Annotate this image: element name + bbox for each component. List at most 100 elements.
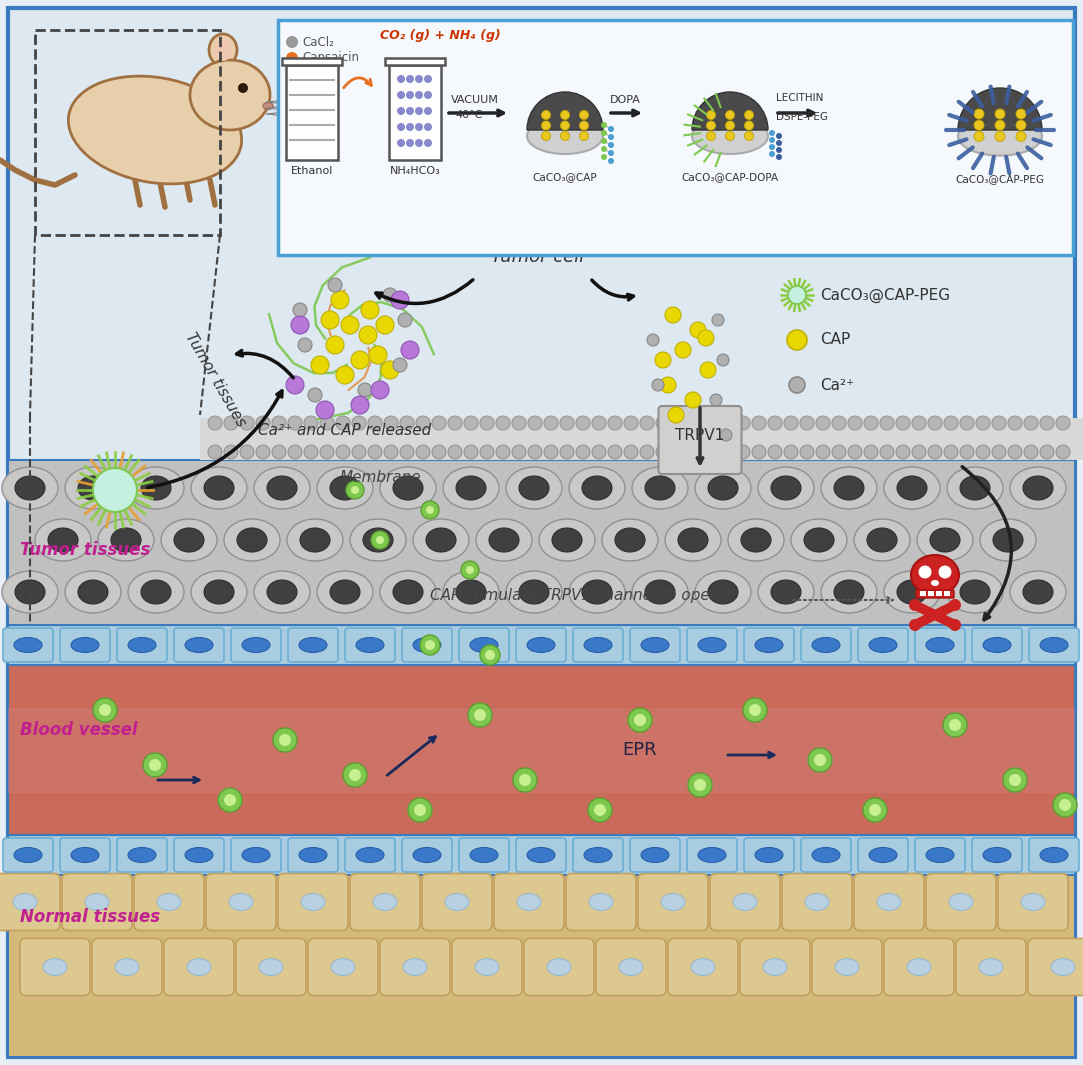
Circle shape	[311, 356, 329, 374]
Circle shape	[345, 481, 364, 499]
FancyBboxPatch shape	[854, 873, 924, 931]
Circle shape	[425, 106, 432, 115]
Ellipse shape	[632, 571, 688, 613]
Circle shape	[406, 122, 414, 131]
Circle shape	[814, 754, 826, 766]
Circle shape	[349, 769, 361, 781]
FancyBboxPatch shape	[1029, 838, 1079, 872]
Circle shape	[464, 416, 478, 430]
Circle shape	[308, 388, 322, 402]
Ellipse shape	[128, 638, 156, 653]
Ellipse shape	[2, 466, 58, 509]
Ellipse shape	[128, 571, 184, 613]
Circle shape	[256, 416, 270, 430]
Circle shape	[688, 416, 702, 430]
Ellipse shape	[931, 580, 939, 586]
Circle shape	[675, 342, 691, 358]
Ellipse shape	[187, 958, 211, 976]
Ellipse shape	[255, 571, 310, 613]
Ellipse shape	[960, 476, 990, 499]
Ellipse shape	[128, 848, 156, 863]
Ellipse shape	[506, 571, 562, 613]
Ellipse shape	[869, 848, 897, 863]
Ellipse shape	[331, 958, 355, 976]
Circle shape	[832, 445, 846, 459]
Circle shape	[542, 131, 550, 141]
Circle shape	[286, 52, 298, 64]
Ellipse shape	[926, 848, 954, 863]
Ellipse shape	[547, 958, 571, 976]
FancyBboxPatch shape	[380, 938, 451, 996]
Circle shape	[704, 416, 718, 430]
Text: Blood vessel: Blood vessel	[19, 721, 138, 739]
Ellipse shape	[363, 528, 393, 552]
Circle shape	[415, 140, 423, 147]
Circle shape	[777, 154, 782, 160]
Circle shape	[474, 709, 486, 721]
Wedge shape	[958, 88, 1042, 130]
Circle shape	[608, 126, 614, 132]
Ellipse shape	[980, 519, 1036, 561]
FancyBboxPatch shape	[516, 838, 566, 872]
Ellipse shape	[350, 519, 406, 561]
FancyBboxPatch shape	[638, 873, 708, 931]
Circle shape	[752, 416, 766, 430]
Circle shape	[752, 445, 766, 459]
Circle shape	[601, 138, 606, 144]
FancyBboxPatch shape	[308, 938, 378, 996]
Circle shape	[706, 131, 716, 141]
FancyBboxPatch shape	[174, 838, 224, 872]
Circle shape	[351, 486, 358, 494]
Ellipse shape	[979, 958, 1003, 976]
FancyBboxPatch shape	[389, 65, 441, 160]
Ellipse shape	[48, 528, 78, 552]
Ellipse shape	[242, 638, 270, 653]
Text: CAP stimulate TRPV1 channel to open: CAP stimulate TRPV1 channel to open	[430, 588, 719, 603]
Ellipse shape	[958, 117, 1042, 155]
Circle shape	[720, 416, 734, 430]
Circle shape	[448, 416, 462, 430]
Circle shape	[406, 140, 414, 147]
Wedge shape	[692, 92, 768, 130]
Ellipse shape	[71, 638, 99, 653]
FancyBboxPatch shape	[858, 838, 908, 872]
Circle shape	[688, 773, 712, 797]
Circle shape	[352, 416, 366, 430]
Circle shape	[480, 445, 494, 459]
Circle shape	[1016, 120, 1026, 130]
Ellipse shape	[373, 894, 397, 911]
Ellipse shape	[906, 958, 931, 976]
Circle shape	[224, 416, 238, 430]
Circle shape	[912, 445, 926, 459]
Circle shape	[592, 416, 606, 430]
Ellipse shape	[519, 580, 549, 604]
Bar	[919, 591, 926, 596]
Circle shape	[909, 599, 921, 611]
Circle shape	[397, 122, 405, 131]
Circle shape	[706, 111, 716, 119]
Ellipse shape	[699, 638, 726, 653]
Ellipse shape	[268, 580, 297, 604]
Circle shape	[361, 301, 379, 320]
Circle shape	[690, 322, 706, 338]
Circle shape	[601, 122, 606, 128]
Circle shape	[512, 445, 526, 459]
FancyBboxPatch shape	[164, 938, 234, 996]
Ellipse shape	[209, 34, 237, 66]
Bar	[8, 835, 1075, 875]
Ellipse shape	[356, 848, 384, 863]
FancyBboxPatch shape	[573, 838, 623, 872]
Ellipse shape	[380, 571, 436, 613]
Ellipse shape	[78, 580, 108, 604]
Ellipse shape	[947, 571, 1003, 613]
Ellipse shape	[204, 476, 234, 499]
Ellipse shape	[443, 571, 499, 613]
FancyBboxPatch shape	[915, 838, 965, 872]
FancyBboxPatch shape	[60, 838, 110, 872]
Ellipse shape	[791, 519, 847, 561]
Circle shape	[815, 416, 830, 430]
Ellipse shape	[834, 580, 864, 604]
Circle shape	[397, 91, 405, 99]
Ellipse shape	[665, 519, 721, 561]
FancyBboxPatch shape	[801, 628, 851, 662]
